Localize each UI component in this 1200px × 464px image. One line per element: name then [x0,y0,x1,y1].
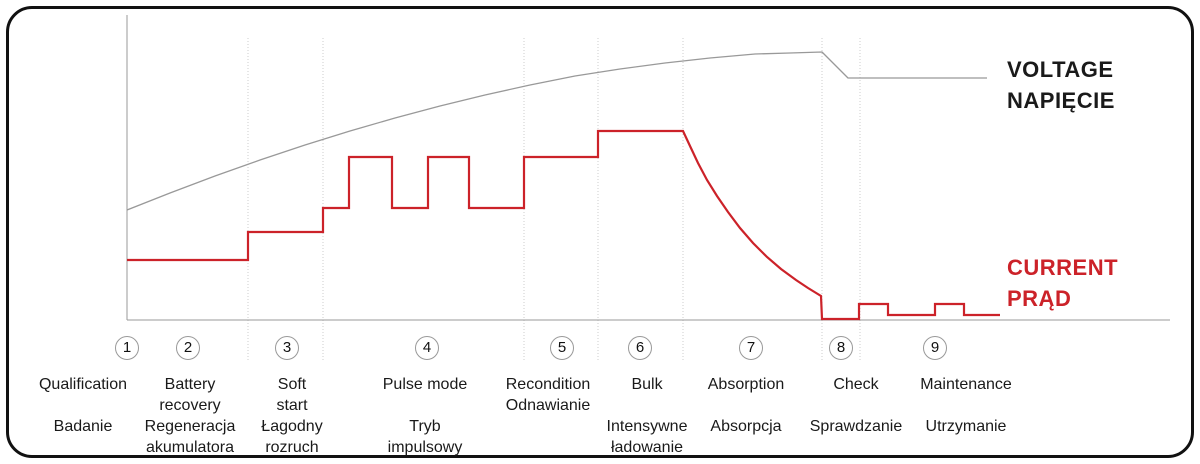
stage-4-label-en: Pulse mode [382,376,468,393]
current-legend-en: CURRENT [1007,255,1119,280]
stage-8-label-pl: Sprawdzanie [809,418,903,435]
stage-circle-2: 2 [176,336,200,360]
stage-1-label-pl: Badanie [53,418,113,435]
stage-circle-1: 1 [115,336,139,360]
stage-circle-5: 5 [550,336,574,360]
stage-circle-9: 9 [923,336,947,360]
stage-2-label-pl-1: Regeneracja [144,418,236,435]
current-curve [127,129,1000,321]
stage-3-label-pl-1: Łagodny [261,418,323,435]
stage-circle-8: 8 [829,336,853,360]
stage-2-label-en-1: Battery [164,376,216,393]
stage-circle-4: 4 [415,336,439,360]
stage-2-label-pl-2: akumulatora [145,439,235,456]
stage-2-label-en-2: recovery [159,397,221,414]
stage-4-label-pl-1: Tryb [409,418,441,435]
stage-circle-6: 6 [628,336,652,360]
stage-9-label-en: Maintenance [920,376,1012,393]
voltage-legend: VOLTAGE NAPIĘCIE [1007,54,1115,116]
stage-4-label-pl-2: impulsowy [387,439,463,456]
stage-5-label-en: Recondition [505,376,591,393]
current-legend: CURRENT PRĄD [1007,252,1118,314]
stage-7-label-en: Absorption [707,376,785,393]
stage-6-label-en: Bulk [631,376,663,393]
stage-1-label-en: Qualification [38,376,128,393]
stage-6-label-pl-2: ładowanie [610,439,684,456]
voltage-legend-en: VOLTAGE [1007,57,1114,82]
voltage-legend-pl: NAPIĘCIE [1007,88,1115,113]
stage-3-label-en-1: Soft [277,376,307,393]
current-legend-pl: PRĄD [1007,286,1072,311]
stage-6-label-pl-1: Intensywne [606,418,688,435]
stage-gridlines [247,38,861,361]
voltage-curve [126,51,987,211]
stage-3-label-en-2: start [276,397,308,414]
stage-circle-3: 3 [275,336,299,360]
stage-8-label-en: Check [833,376,879,393]
stage-9-label-pl: Utrzymanie [925,418,1007,435]
stage-3-label-pl-2: rozruch [265,439,319,456]
stage-7-label-pl: Absorpcja [710,418,782,435]
stage-5-label-pl: Odnawianie [505,397,591,414]
stage-circle-7: 7 [739,336,763,360]
diagram-rounded-border [6,6,1194,458]
